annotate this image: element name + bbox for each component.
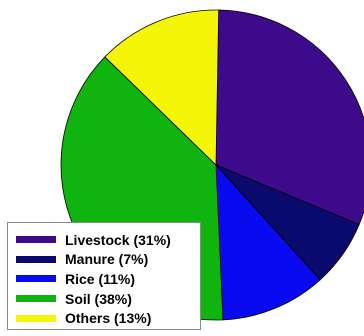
pie-slice-others: [104, 9, 220, 166]
legend-item-manure: Manure (7%): [16, 250, 200, 270]
legend-swatch-manure: [16, 255, 56, 263]
legend-label-livestock: Livestock (31%): [65, 231, 171, 248]
pie-slice-rice: [215, 163, 321, 321]
legend-label-manure: Manure (7%): [65, 251, 149, 268]
legend-item-soil: Soil (38%): [16, 289, 200, 309]
legend-item-others: Others (13%): [16, 308, 200, 328]
legend-label-soil: Soil (38%): [65, 290, 132, 307]
legend-swatch-soil: [16, 295, 56, 303]
pie-slice-livestock: [215, 9, 364, 226]
legend-label-others: Others (13%): [65, 310, 152, 327]
legend-swatch-rice: [16, 275, 56, 283]
legend-item-livestock: Livestock (31%): [16, 230, 200, 250]
legend-swatch-livestock: [16, 236, 56, 244]
legend-label-rice: Rice (11%): [65, 270, 136, 287]
legend: Livestock (31%) Manure (7%) Rice (11%) S…: [7, 222, 201, 330]
legend-swatch-others: [16, 314, 56, 322]
legend-item-rice: Rice (11%): [16, 269, 200, 289]
